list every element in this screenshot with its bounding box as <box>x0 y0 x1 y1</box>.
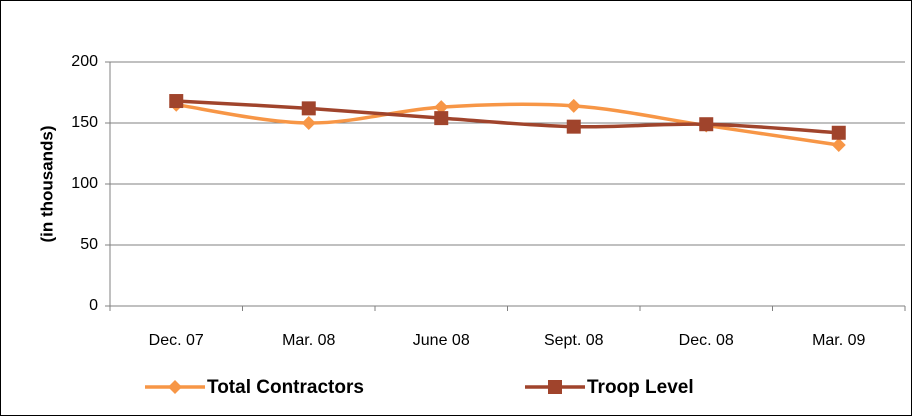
marker <box>434 100 449 115</box>
series-line <box>176 102 840 147</box>
y-tick-label: 50 <box>80 236 98 253</box>
x-tick-label: Dec. 08 <box>679 332 734 349</box>
legend-label: Troop Level <box>587 377 694 398</box>
legend-marker <box>548 380 562 394</box>
marker <box>301 101 316 116</box>
marker <box>301 116 316 130</box>
legend-marker <box>168 380 182 394</box>
y-tick-label: 100 <box>71 175 98 192</box>
marker <box>434 111 449 126</box>
x-tick-label: Sept. 08 <box>544 332 604 349</box>
marker <box>566 98 581 113</box>
marker <box>566 119 581 134</box>
x-tick-label: June 08 <box>413 332 470 349</box>
legend-label: Total Contractors <box>207 377 364 398</box>
marker <box>831 137 846 152</box>
marker <box>699 117 714 132</box>
y-tick-label: 200 <box>71 53 98 70</box>
y-tick-label: 0 <box>89 297 98 314</box>
x-tick-label: Mar. 08 <box>282 332 335 349</box>
y-axis-label: (in thousands) <box>37 125 56 242</box>
x-tick-label: Mar. 09 <box>812 332 865 349</box>
marker <box>169 94 184 109</box>
x-tick-label: Dec. 07 <box>149 332 204 349</box>
y-tick-label: 150 <box>71 114 98 131</box>
marker <box>831 125 846 140</box>
series-line <box>176 99 839 135</box>
